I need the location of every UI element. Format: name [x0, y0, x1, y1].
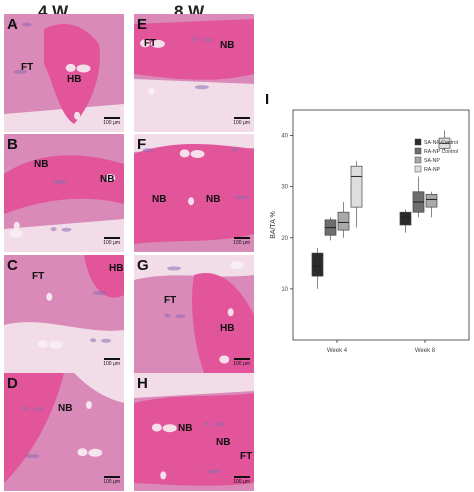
histology-image: [134, 14, 254, 132]
scale-bar: 100 μm: [233, 476, 250, 485]
histology-image: [134, 134, 254, 252]
x-tick-label: Week 4: [327, 348, 348, 354]
y-tick-label: 30: [281, 185, 288, 191]
scale-bar: 100 μm: [103, 237, 120, 246]
histology-image: [134, 255, 254, 373]
tissue-label: NB: [34, 159, 49, 170]
scale-bar-line: [103, 358, 120, 360]
y-axis-label: BA/TA %: [270, 211, 277, 239]
scale-bar-line: [233, 358, 250, 360]
scale-bar: 100 μm: [103, 476, 120, 485]
scale-bar-line: [103, 117, 120, 119]
tissue-label: NB: [206, 194, 221, 205]
chart-panel-label: I: [265, 92, 269, 108]
scale-bar-text: 100 μm: [233, 240, 250, 246]
boxplot-chart: I 10 20 30 40 BA/TA % Week 4 Week 8 SA-NP Contro…: [263, 91, 474, 384]
y-tick-label: 10: [281, 287, 288, 293]
scale-bar-text: 100 μm: [233, 479, 250, 485]
tissue-label: NB: [152, 194, 167, 205]
scale-bar: 100 μm: [103, 358, 120, 367]
histology-image: [134, 373, 254, 491]
tissue-label: FT: [164, 295, 177, 306]
scale-bar-text: 100 μm: [103, 120, 120, 126]
legend-swatch: [414, 165, 422, 173]
scale-bar-line: [233, 476, 250, 478]
scale-bar: 100 μm: [233, 237, 250, 246]
legend-label: SA-NP: [424, 158, 440, 164]
panel-letter: H: [137, 375, 148, 392]
scale-bar-text: 100 μm: [233, 361, 250, 367]
histology-image: [4, 134, 124, 252]
y-tick-label: 40: [281, 134, 288, 140]
histology-panel-b: B NB NB 100 μm: [4, 134, 124, 252]
histology-panel-h: H NB NB FT 100 μm: [134, 373, 254, 491]
legend-label: RA-NP Control: [424, 149, 458, 155]
tissue-label: NB: [216, 437, 231, 448]
histology-image: [4, 373, 124, 491]
scale-bar-text: 100 μm: [103, 479, 120, 485]
histology-panel-d: D NB 100 μm: [4, 373, 124, 491]
histology-image: [4, 255, 124, 373]
panel-letter: G: [137, 257, 149, 274]
panel-letter: A: [7, 16, 18, 33]
tissue-label: FT: [240, 451, 253, 462]
scale-bar-line: [103, 237, 120, 239]
panel-letter: E: [137, 16, 148, 33]
histology-image: [4, 14, 124, 132]
box-sa-np: [425, 193, 438, 208]
tissue-label: HB: [220, 323, 235, 334]
legend-label: RA-NP: [424, 167, 441, 173]
boxplot-svg: I 10 20 30 40 BA/TA % Week 4 Week 8 SA-NP Contro…: [265, 91, 470, 354]
y-tick-label: 20: [281, 236, 288, 242]
scale-bar: 100 μm: [233, 358, 250, 367]
legend-swatch: [414, 138, 422, 146]
panel-letter: C: [7, 257, 18, 274]
box-ra-np: [350, 165, 363, 208]
scale-bar-line: [233, 237, 250, 239]
box-sa-np-control: [311, 252, 324, 277]
panel-letter: D: [7, 375, 18, 392]
histology-panel-g: G FT HB 100 μm: [134, 255, 254, 373]
legend-swatch: [414, 147, 422, 155]
histology-panel-e: E FT NB 100 μm: [134, 14, 254, 132]
tissue-label: FT: [32, 271, 45, 282]
tissue-label: NB: [58, 403, 73, 414]
tissue-label: NB: [220, 40, 235, 51]
tissue-label: FT: [21, 62, 34, 73]
tissue-label: NB: [178, 423, 193, 434]
scale-bar-line: [233, 117, 250, 119]
tissue-label: FT: [144, 38, 157, 49]
scale-bar: 100 μm: [233, 117, 250, 126]
scale-bar-text: 100 μm: [103, 240, 120, 246]
tissue-label: HB: [67, 74, 82, 85]
panel-letter: B: [7, 136, 18, 153]
legend-label: SA-NP Control: [424, 140, 458, 146]
legend-swatch: [414, 156, 422, 164]
scale-bar: 100 μm: [103, 117, 120, 126]
scale-bar-line: [103, 476, 120, 478]
box-sa-np: [337, 211, 350, 231]
scale-bar-text: 100 μm: [233, 120, 250, 126]
x-tick-label: Week 8: [415, 348, 436, 354]
tissue-label: HB: [109, 263, 124, 274]
box-sa-np-control: [399, 211, 412, 226]
tissue-label: NB: [100, 174, 115, 185]
scale-bar-text: 100 μm: [103, 361, 120, 367]
histology-panel-c: C FT HB 100 μm: [4, 255, 124, 373]
histology-panel-f: F NB NB 100 μm: [134, 134, 254, 252]
histology-panel-a: A FT HB 100 μm: [4, 14, 124, 132]
panel-letter: F: [137, 136, 147, 153]
